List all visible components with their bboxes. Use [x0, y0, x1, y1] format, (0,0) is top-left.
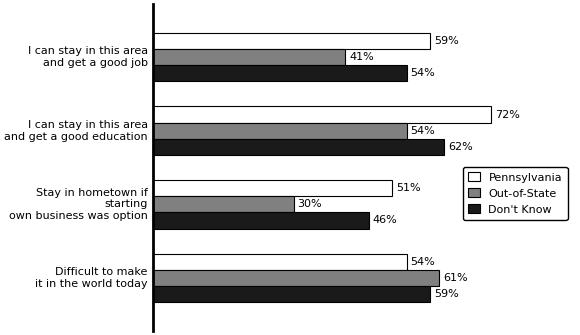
Bar	[153, 286, 430, 302]
Bar	[153, 196, 293, 212]
Bar	[153, 123, 407, 139]
Text: 54%: 54%	[410, 126, 435, 136]
Text: 61%: 61%	[443, 273, 468, 283]
Text: 41%: 41%	[349, 52, 374, 62]
Legend: Pennsylvania, Out-of-State, Don't Know: Pennsylvania, Out-of-State, Don't Know	[463, 166, 568, 220]
Text: 54%: 54%	[410, 68, 435, 78]
Bar	[153, 65, 407, 81]
Text: 54%: 54%	[410, 257, 435, 267]
Bar	[153, 139, 444, 155]
Text: 62%: 62%	[448, 142, 473, 152]
Bar	[153, 212, 369, 228]
Text: 30%: 30%	[298, 199, 322, 209]
Text: 59%: 59%	[434, 289, 459, 299]
Text: 59%: 59%	[434, 36, 459, 46]
Bar	[153, 49, 346, 65]
Text: 46%: 46%	[373, 215, 397, 225]
Text: 72%: 72%	[495, 110, 520, 120]
Bar	[153, 107, 491, 123]
Bar	[153, 33, 430, 49]
Bar	[153, 180, 393, 196]
Bar	[153, 254, 407, 270]
Text: 51%: 51%	[396, 183, 421, 193]
Bar	[153, 270, 440, 286]
